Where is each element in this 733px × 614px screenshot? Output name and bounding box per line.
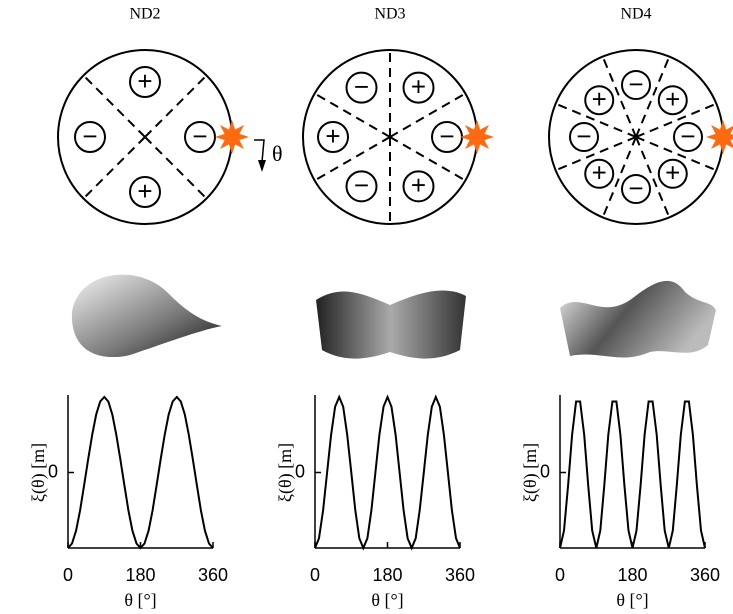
sign: + [665,158,680,188]
x-tick-label: 180 [617,565,647,585]
y-axis-label: ξ(θ) [m] [520,443,541,502]
angle-arrow [254,140,264,162]
line [560,402,705,549]
panel-title: ND2 [129,6,160,23]
sign: + [411,72,426,102]
x-axis-label: θ [°] [371,590,403,610]
sign: − [576,121,591,151]
x-tick-label: 180 [372,565,402,585]
y-axis-label: ξ(θ) [m] [275,443,296,502]
angle-label: θ [272,141,283,166]
sign: + [325,121,340,151]
y-axis-label: ξ(θ) [m] [28,443,49,502]
mode-shape [316,291,466,359]
sign: − [192,121,207,151]
sign: + [592,84,607,114]
sign: − [628,69,643,99]
excitation-star [215,120,249,154]
x-tick-label: 360 [445,565,475,585]
y-tick-label: 0 [295,461,305,481]
sign: − [439,121,454,151]
figure: −+−+θ−+−+−+−+−+−+−+ND201803600θ [°]ξ(θ) … [0,0,733,614]
excitation-star [460,120,494,154]
sign: + [665,84,680,114]
sign: + [592,158,607,188]
y-tick-label: 0 [540,461,550,481]
sign: + [137,66,152,96]
panel-title: ND4 [620,6,651,23]
x-tick-label: 360 [690,565,720,585]
x-tick-label: 360 [198,565,228,585]
x-axis-label: θ [°] [616,590,648,610]
x-tick-label: 180 [125,565,155,585]
sign: − [628,173,643,203]
page: −+−+θ−+−+−+−+−+−+−+ND201803600θ [°]ξ(θ) … [0,0,733,614]
sign: − [82,121,97,151]
sign: + [137,176,152,206]
sign: + [411,170,426,200]
y-tick-label: 0 [48,461,58,481]
x-tick-label: 0 [310,565,320,585]
sign: − [680,121,695,151]
mode-shape [560,281,716,358]
x-axis-label: θ [°] [124,590,156,610]
sign: − [354,170,369,200]
mode-shape [72,275,222,357]
x-tick-label: 0 [63,565,73,585]
line [68,397,213,548]
excitation-star [706,120,733,154]
panel-title: ND3 [374,6,405,23]
arrow-head [258,160,266,172]
line [315,397,460,548]
sign: − [354,72,369,102]
x-tick-label: 0 [555,565,565,585]
